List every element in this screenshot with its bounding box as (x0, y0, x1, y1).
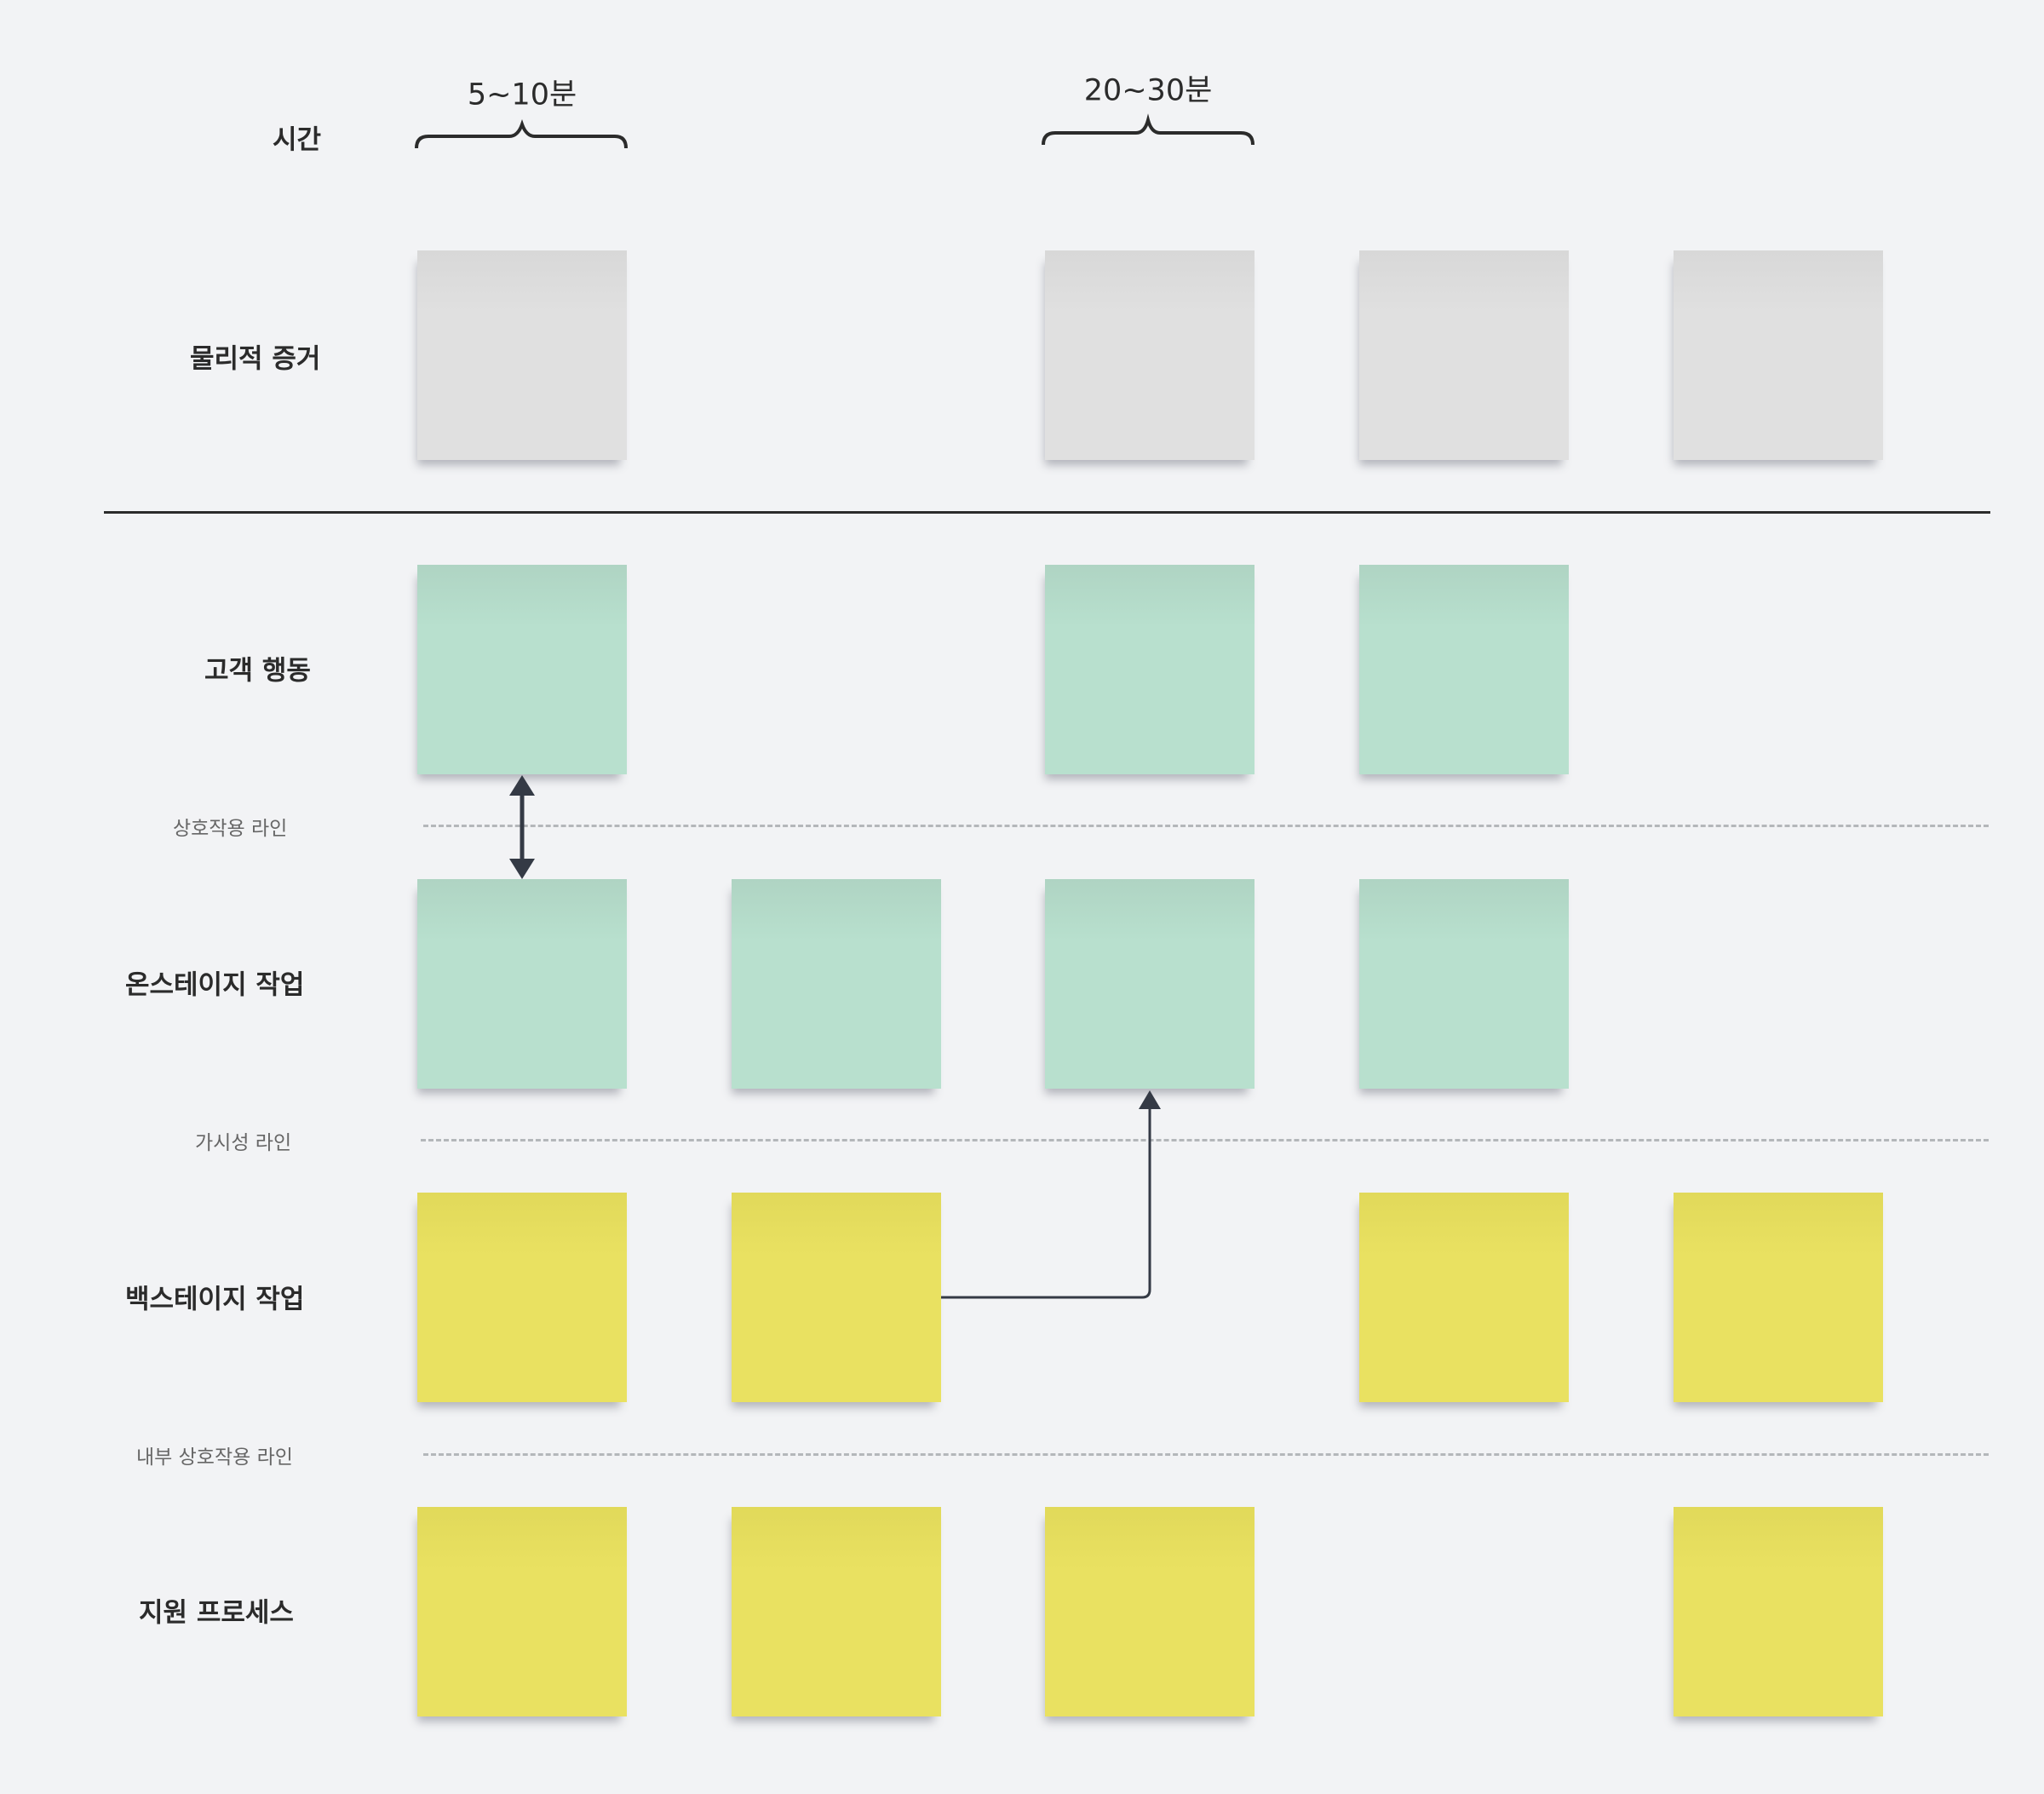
sticky-note[interactable] (1674, 250, 1883, 460)
sticky-note[interactable] (1359, 879, 1569, 1089)
sticky-note[interactable] (417, 565, 627, 774)
sticky-note[interactable] (1359, 1193, 1569, 1402)
arrow-head-up-icon (1139, 1090, 1161, 1109)
internal-interaction-line-label: 내부 상호작용 라인 (136, 1446, 293, 1469)
line-of-interaction-divider (104, 511, 1990, 514)
interaction-line-label: 상호작용 라인 (173, 818, 288, 840)
sticky-note[interactable] (417, 1193, 627, 1402)
lane-label-onstage: 온스테이지 작업 (125, 969, 305, 1001)
lane-label-customer-actions: 고객 행동 (204, 655, 311, 687)
sticky-note[interactable] (1359, 250, 1569, 460)
arrow-head-down-icon (509, 859, 535, 879)
internal-interaction-line (423, 1453, 1989, 1456)
sticky-note[interactable] (1359, 565, 1569, 774)
sticky-note[interactable] (732, 1507, 941, 1716)
sticky-note[interactable] (1045, 1507, 1255, 1716)
time-row-label: 시간 (273, 124, 322, 156)
sticky-note[interactable] (732, 1193, 941, 1402)
sticky-note[interactable] (1045, 250, 1255, 460)
sticky-note[interactable] (1674, 1193, 1883, 1402)
sticky-note[interactable] (417, 879, 627, 1089)
sticky-note[interactable] (732, 879, 941, 1089)
sticky-note[interactable] (1045, 879, 1255, 1089)
arrow-head-up-icon (509, 775, 535, 796)
time-span-label: 20~30분 (1083, 73, 1213, 108)
lane-label-physical-evidence: 물리적 증거 (190, 343, 321, 375)
sticky-note[interactable] (1045, 565, 1255, 774)
sticky-note[interactable] (417, 1507, 627, 1716)
visibility-line-label: 가시성 라인 (195, 1132, 292, 1154)
time-span-label: 5~10분 (467, 78, 577, 112)
lane-label-support: 지원 프로세스 (139, 1597, 294, 1629)
visibility-line (421, 1139, 1989, 1141)
elbow-connector (941, 1106, 1151, 1299)
sticky-note[interactable] (1674, 1507, 1883, 1716)
lane-label-backstage: 백스테이지 작업 (125, 1284, 305, 1315)
time-brace-5-10 (415, 119, 628, 149)
sticky-note[interactable] (417, 250, 627, 460)
time-brace-20-30 (1042, 113, 1255, 146)
interaction-line (423, 825, 1989, 827)
